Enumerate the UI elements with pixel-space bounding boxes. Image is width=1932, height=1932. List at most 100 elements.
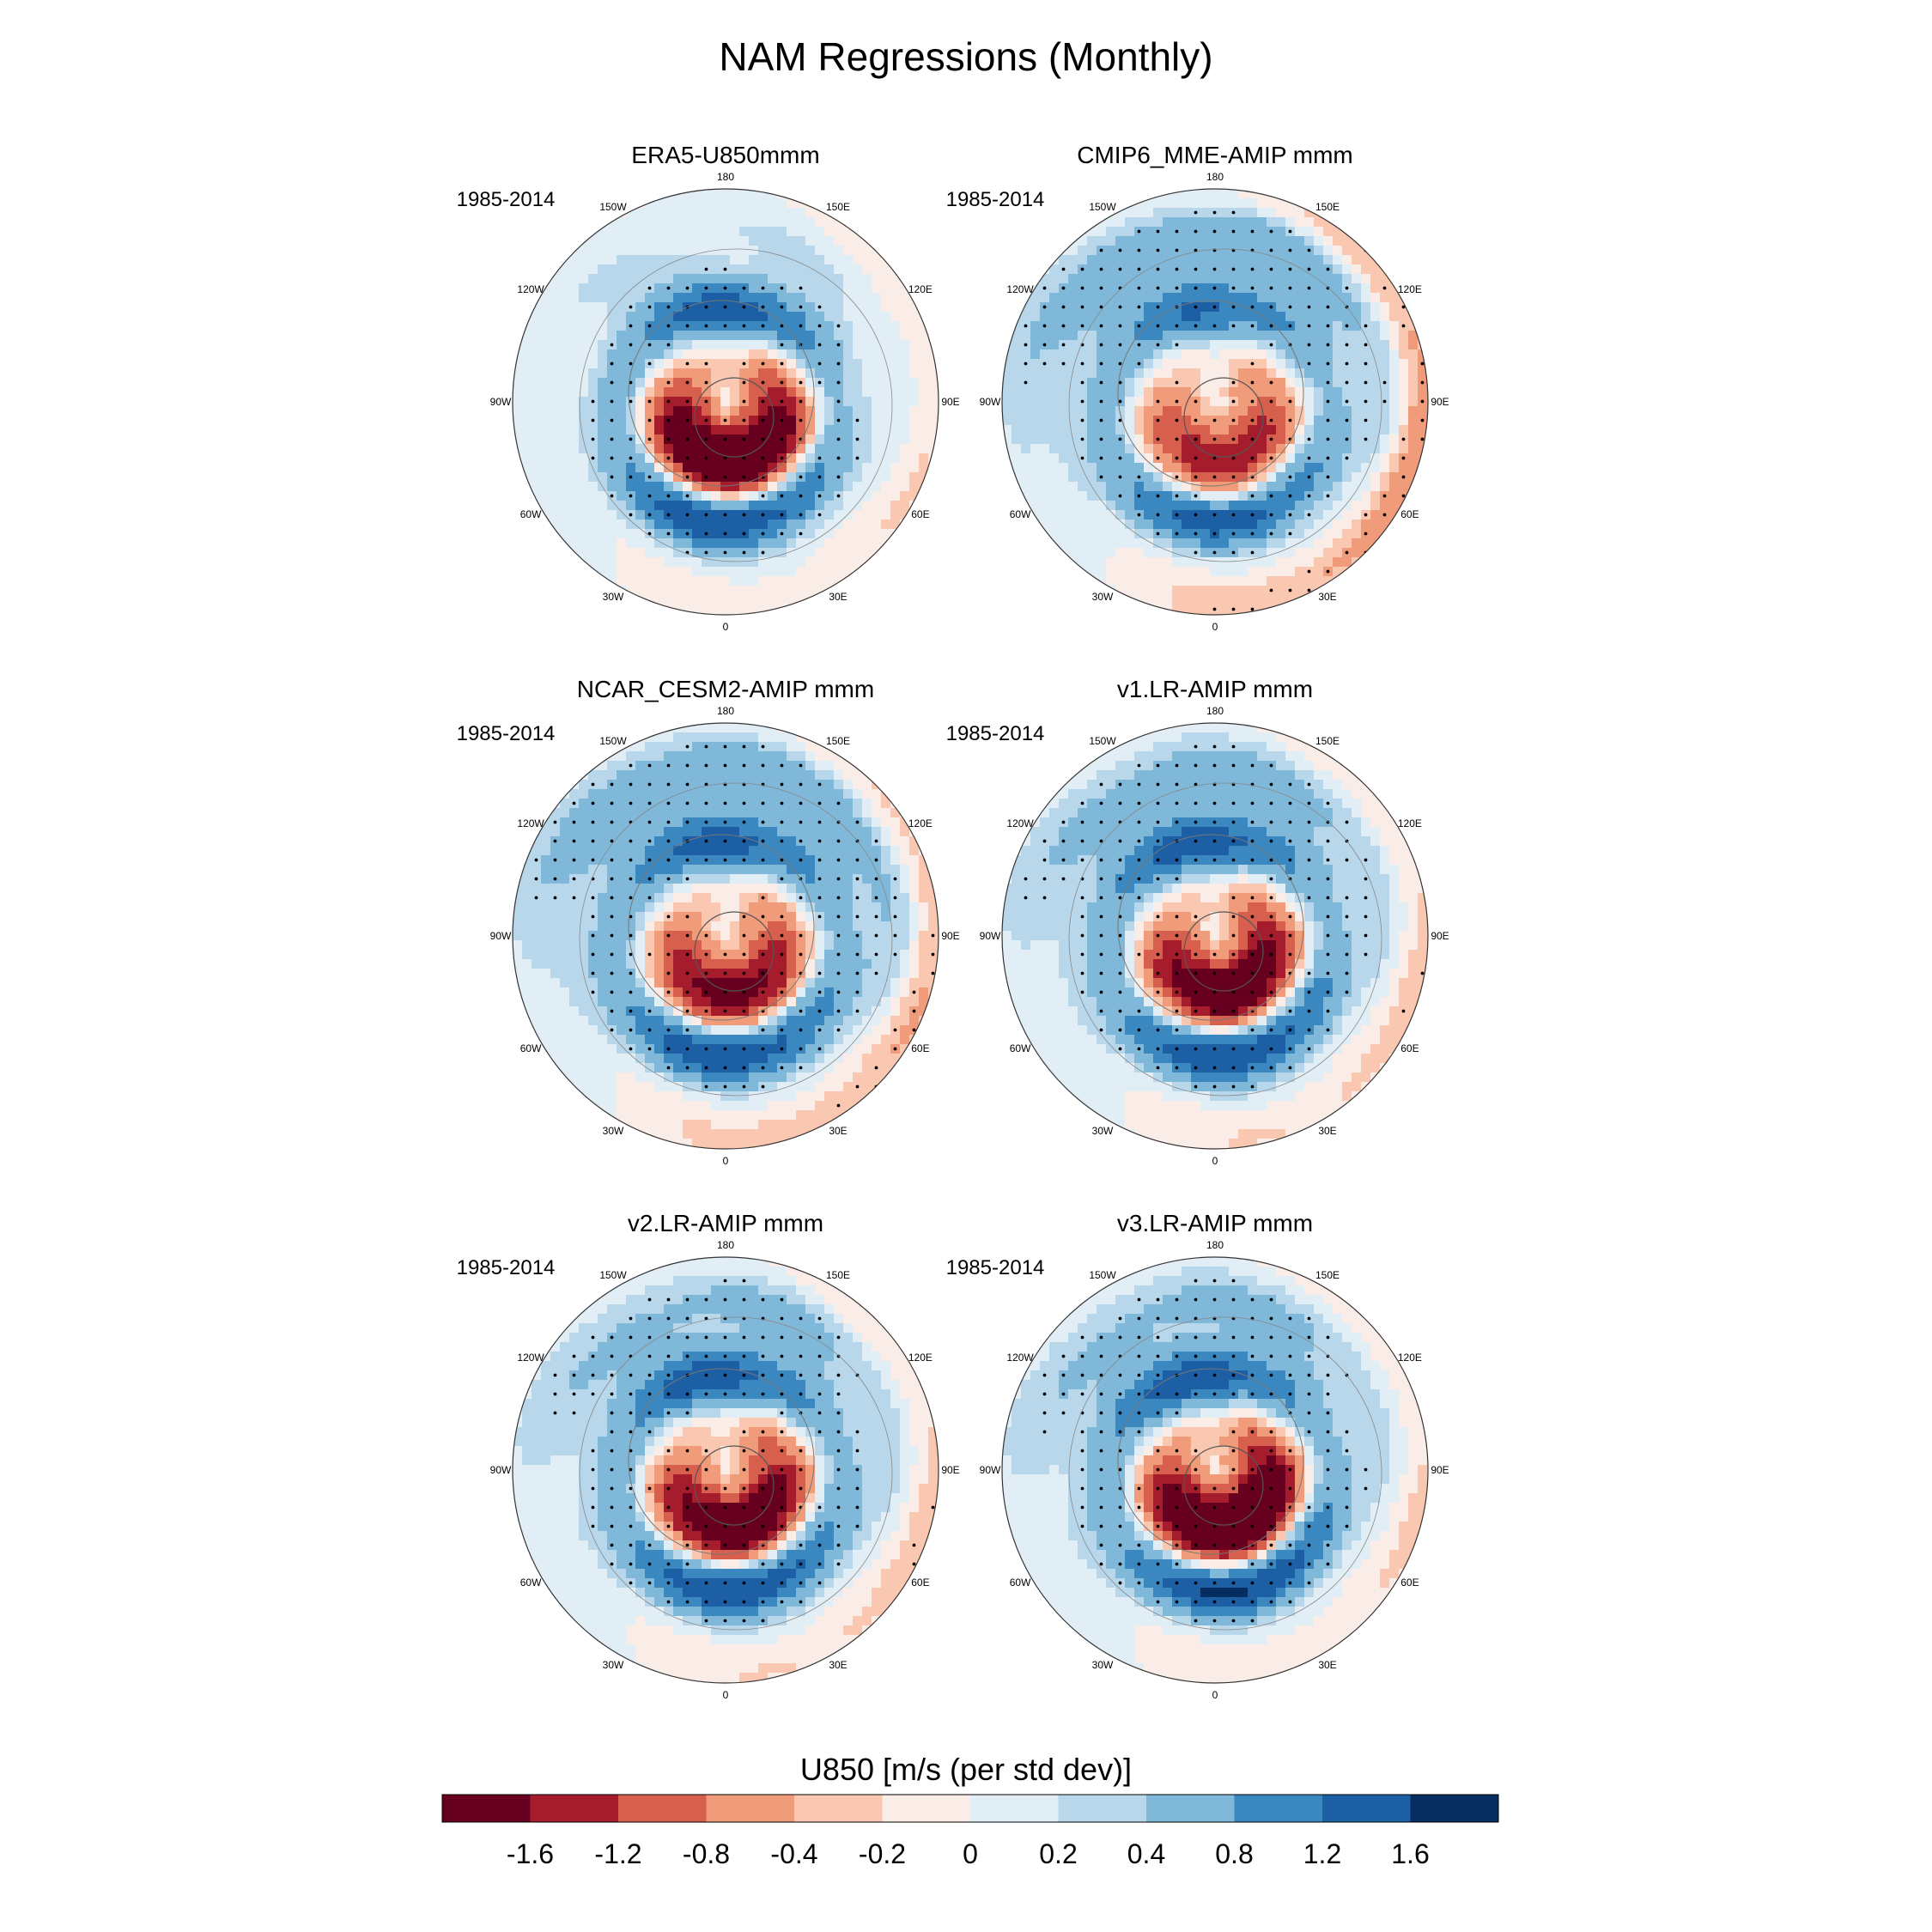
longitude-label: 90W xyxy=(490,930,512,942)
longitude-label: 0 xyxy=(1212,1155,1218,1167)
longitude-label: 30E xyxy=(829,1125,847,1137)
longitude-label: 120E xyxy=(1398,283,1422,295)
map-panel: NCAR_CESM2-AMIP mmm 1985-2014 180 150E 120E 9… xyxy=(457,676,960,1167)
colorbar-segment xyxy=(1146,1795,1235,1822)
longitude-label: 120W xyxy=(1006,817,1034,829)
regression-field xyxy=(1002,1257,1428,1683)
colorbar-segment xyxy=(1322,1795,1411,1822)
map-boundary xyxy=(512,722,939,1150)
panel-title: ERA5-U850mmm xyxy=(631,142,819,168)
longitude-label: 60E xyxy=(911,1577,929,1589)
period-label: 1985-2014 xyxy=(457,722,556,745)
map-panels: ERA5-U850mmm 1985-2014 180 150E 120E 90E 60E 30… xyxy=(457,142,1449,1701)
colorbar-tick-label: -1.6 xyxy=(507,1838,554,1869)
longitude-label: 90E xyxy=(1431,1464,1449,1476)
longitude-label: 180 xyxy=(717,171,734,183)
colorbar-tick-label: 1.6 xyxy=(1391,1838,1429,1869)
longitude-label: 150E xyxy=(1315,735,1340,747)
period-label: 1985-2014 xyxy=(946,188,1045,211)
longitude-label: 150E xyxy=(1315,1269,1340,1281)
map-panel: v2.LR-AMIP mmm 1985-2014 180 150E 120E 90E 60E… xyxy=(457,1210,960,1701)
longitude-label: 30E xyxy=(829,1659,847,1671)
longitude-label: 150W xyxy=(599,735,627,747)
longitude-label: 0 xyxy=(1212,621,1218,633)
longitude-label: 60W xyxy=(520,508,542,520)
map-boundary xyxy=(512,188,939,616)
colorbar-segment xyxy=(794,1795,883,1822)
longitude-label: 180 xyxy=(717,705,734,717)
longitude-label: 150W xyxy=(599,1269,627,1281)
longitude-label: 90W xyxy=(980,396,1001,408)
panel-title: v1.LR-AMIP mmm xyxy=(1117,676,1313,702)
colorbar-tick-label: 0.2 xyxy=(1039,1838,1077,1869)
longitude-label: 60W xyxy=(520,1042,542,1054)
panel-title: v3.LR-AMIP mmm xyxy=(1117,1210,1313,1236)
longitude-label: 0 xyxy=(1212,1689,1218,1701)
longitude-label: 60E xyxy=(1400,508,1419,520)
longitude-label: 180 xyxy=(1206,171,1224,183)
regression-field xyxy=(513,189,939,615)
panel-title: CMIP6_MME-AMIP mmm xyxy=(1077,142,1353,168)
longitude-label: 120W xyxy=(517,283,544,295)
longitude-label: 60W xyxy=(520,1577,542,1589)
longitude-label: 120W xyxy=(1006,283,1034,295)
longitude-label: 120E xyxy=(1398,1352,1422,1364)
longitude-label: 150W xyxy=(599,201,627,213)
longitude-label: 150W xyxy=(1089,201,1116,213)
period-label: 1985-2014 xyxy=(946,722,1045,745)
colorbar-segment xyxy=(882,1795,971,1822)
regression-field xyxy=(513,1257,939,1683)
longitude-label: 90W xyxy=(980,1464,1001,1476)
period-label: 1985-2014 xyxy=(457,188,556,211)
longitude-label: 0 xyxy=(723,621,729,633)
longitude-label: 30E xyxy=(1318,1659,1336,1671)
longitude-label: 120E xyxy=(908,817,933,829)
longitude-label: 30W xyxy=(603,591,624,603)
longitude-label: 30W xyxy=(1092,1659,1114,1671)
longitude-label: 120W xyxy=(517,817,544,829)
colorbar-segment xyxy=(1058,1795,1147,1822)
colorbar-tick-label: -1.2 xyxy=(594,1838,641,1869)
regression-field xyxy=(1002,189,1428,615)
figure-title: NAM Regressions (Monthly) xyxy=(719,34,1212,79)
colorbar-tick-label: 0 xyxy=(963,1838,978,1869)
longitude-label: 30E xyxy=(829,591,847,603)
longitude-label: 120E xyxy=(908,283,933,295)
longitude-label: 60W xyxy=(1010,1577,1031,1589)
longitude-label: 180 xyxy=(717,1239,734,1251)
longitude-label: 150E xyxy=(1315,201,1340,213)
longitude-label: 180 xyxy=(1206,1239,1224,1251)
longitude-label: 120W xyxy=(1006,1352,1034,1364)
colorbar-title: U850 [m/s (per std dev)] xyxy=(800,1752,1132,1787)
map-boundary xyxy=(1001,188,1429,616)
map-boundary xyxy=(1001,1256,1429,1684)
map-boundary xyxy=(512,1256,939,1684)
longitude-label: 120W xyxy=(517,1352,544,1364)
map-panel: v1.LR-AMIP mmm 1985-2014 180 150E 120E 90E 60E… xyxy=(946,676,1449,1167)
longitude-label: 30E xyxy=(1318,591,1336,603)
colorbar-tick-label: 0.8 xyxy=(1215,1838,1253,1869)
colorbar-segment xyxy=(1410,1795,1499,1822)
panel-title: NCAR_CESM2-AMIP mmm xyxy=(577,676,874,702)
longitude-label: 150E xyxy=(826,201,850,213)
longitude-label: 60W xyxy=(1010,1042,1031,1054)
colorbar-segment xyxy=(970,1795,1059,1822)
longitude-label: 30W xyxy=(603,1125,624,1137)
colorbar-segment xyxy=(706,1795,795,1822)
longitude-label: 90W xyxy=(490,1464,512,1476)
period-label: 1985-2014 xyxy=(457,1256,556,1279)
map-panel: ERA5-U850mmm 1985-2014 180 150E 120E 90E 60E 30… xyxy=(457,142,960,633)
longitude-label: 60E xyxy=(1400,1042,1419,1054)
longitude-label: 0 xyxy=(723,1155,729,1167)
longitude-label: 120E xyxy=(908,1352,933,1364)
longitude-label: 60E xyxy=(1400,1577,1419,1589)
longitude-label: 90E xyxy=(1431,930,1449,942)
longitude-label: 150E xyxy=(826,1269,850,1281)
longitude-label: 30W xyxy=(1092,591,1114,603)
longitude-label: 30W xyxy=(603,1659,624,1671)
colorbar-tick-label: 1.2 xyxy=(1303,1838,1341,1869)
colorbar-segment xyxy=(618,1795,707,1822)
longitude-label: 60E xyxy=(911,508,929,520)
map-boundary xyxy=(1001,722,1429,1150)
longitude-label: 150W xyxy=(1089,1269,1116,1281)
